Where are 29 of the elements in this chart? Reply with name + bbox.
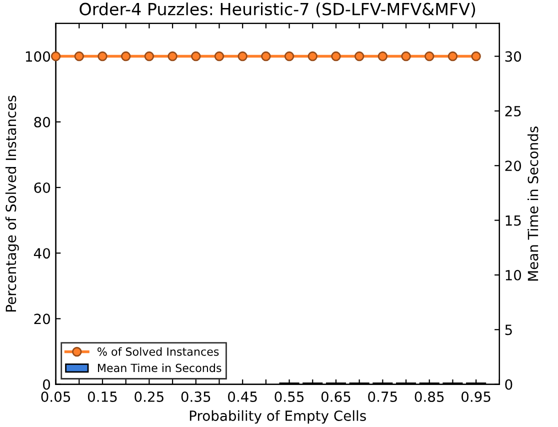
y2-tick-label: 10 [506,270,522,280]
chart-title: Order-4 Puzzles: Heuristic-7 (SD-LFV-MFV&MFV) [80,2,476,18]
x-axis-title: Probability of Empty Cells [190,410,366,424]
y-tick-label: 40 [34,248,50,259]
y2-tick-label: 20 [505,160,522,172]
x-tick-label: 0.65 [321,391,350,402]
y-tick-label: 0 [43,379,50,390]
x-tick-label: 0.05 [41,391,70,402]
x-tick-label: 0.75 [368,391,397,402]
x-tick-label: 0.25 [134,391,164,402]
y2-axis-title: Mean Time in Seconds [528,126,538,281]
y2-tick-label: 5 [505,324,512,336]
legend-label: Mean Time in Seconds [98,364,222,372]
y2-tick-label: 25 [505,106,521,116]
x-tick-label: 0.95 [462,391,490,402]
y-tick-label: 60 [34,182,50,193]
y-tick-label: 80 [34,116,50,128]
x-tick-label: 0.45 [228,391,257,402]
y-axis-title: Percentage of Solved Instances [5,96,19,312]
y-tick-label: 100 [26,51,50,62]
y2-tick-label: 30 [505,51,522,62]
x-tick-label: 0.55 [274,391,304,402]
legend-label: % of Solved Instances [98,347,219,356]
y-tick-label: 20 [34,314,50,324]
y2-tick-label: 0 [505,379,512,390]
x-tick-label: 0.35 [181,391,210,402]
x-tick-label: 0.15 [88,391,117,402]
y2-tick-label: 15 [506,215,521,226]
x-tick-label: 0.85 [414,391,444,402]
